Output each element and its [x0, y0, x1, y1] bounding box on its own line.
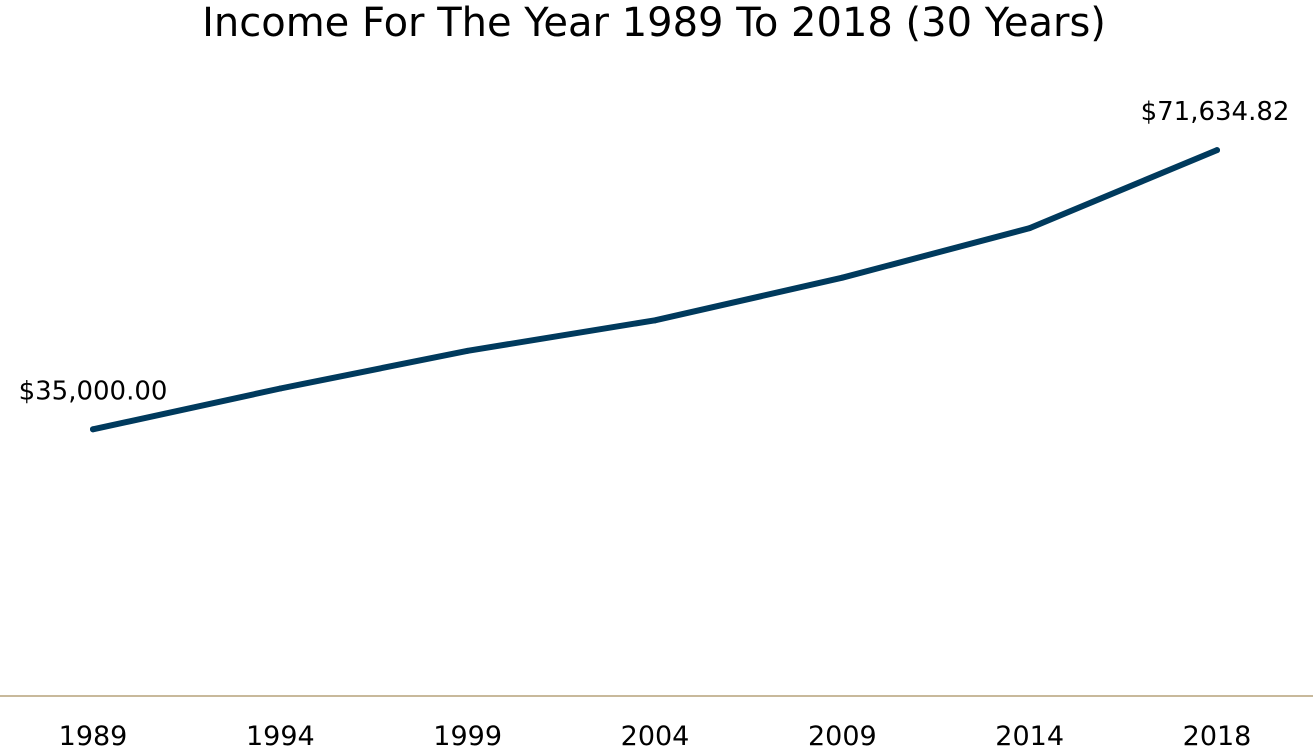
income-series-line	[90, 147, 1220, 433]
data-point-1999	[464, 347, 471, 354]
data-point-2018	[1214, 147, 1220, 154]
x-tick-label-1989: 1989	[59, 721, 128, 751]
data-labels: $35,000.00 $71,634.82	[19, 97, 1290, 406]
series-layer	[90, 147, 1220, 433]
chart-title: Income For The Year 1989 To 2018 (30 Yea…	[202, 0, 1106, 46]
data-point-2004	[652, 317, 658, 324]
data-point-2014	[1026, 225, 1033, 232]
data-label-1989: $35,000.00	[19, 376, 168, 406]
x-tick-label-1994: 1994	[246, 721, 315, 751]
x-tick-label-2004: 2004	[621, 721, 690, 751]
x-tick-label-2018: 2018	[1183, 721, 1252, 751]
data-point-2009	[839, 274, 846, 281]
data-point-1989	[90, 426, 96, 433]
data-label-2018: $71,634.82	[1141, 97, 1290, 127]
x-tick-labels: 1989 1994 1999 2004 2009 2014 2018	[59, 721, 1252, 751]
x-tick-label-2009: 2009	[808, 721, 877, 751]
x-tick-label-1999: 1999	[433, 721, 502, 751]
x-tick-label-2014: 2014	[995, 721, 1064, 751]
data-point-1994	[277, 385, 284, 392]
